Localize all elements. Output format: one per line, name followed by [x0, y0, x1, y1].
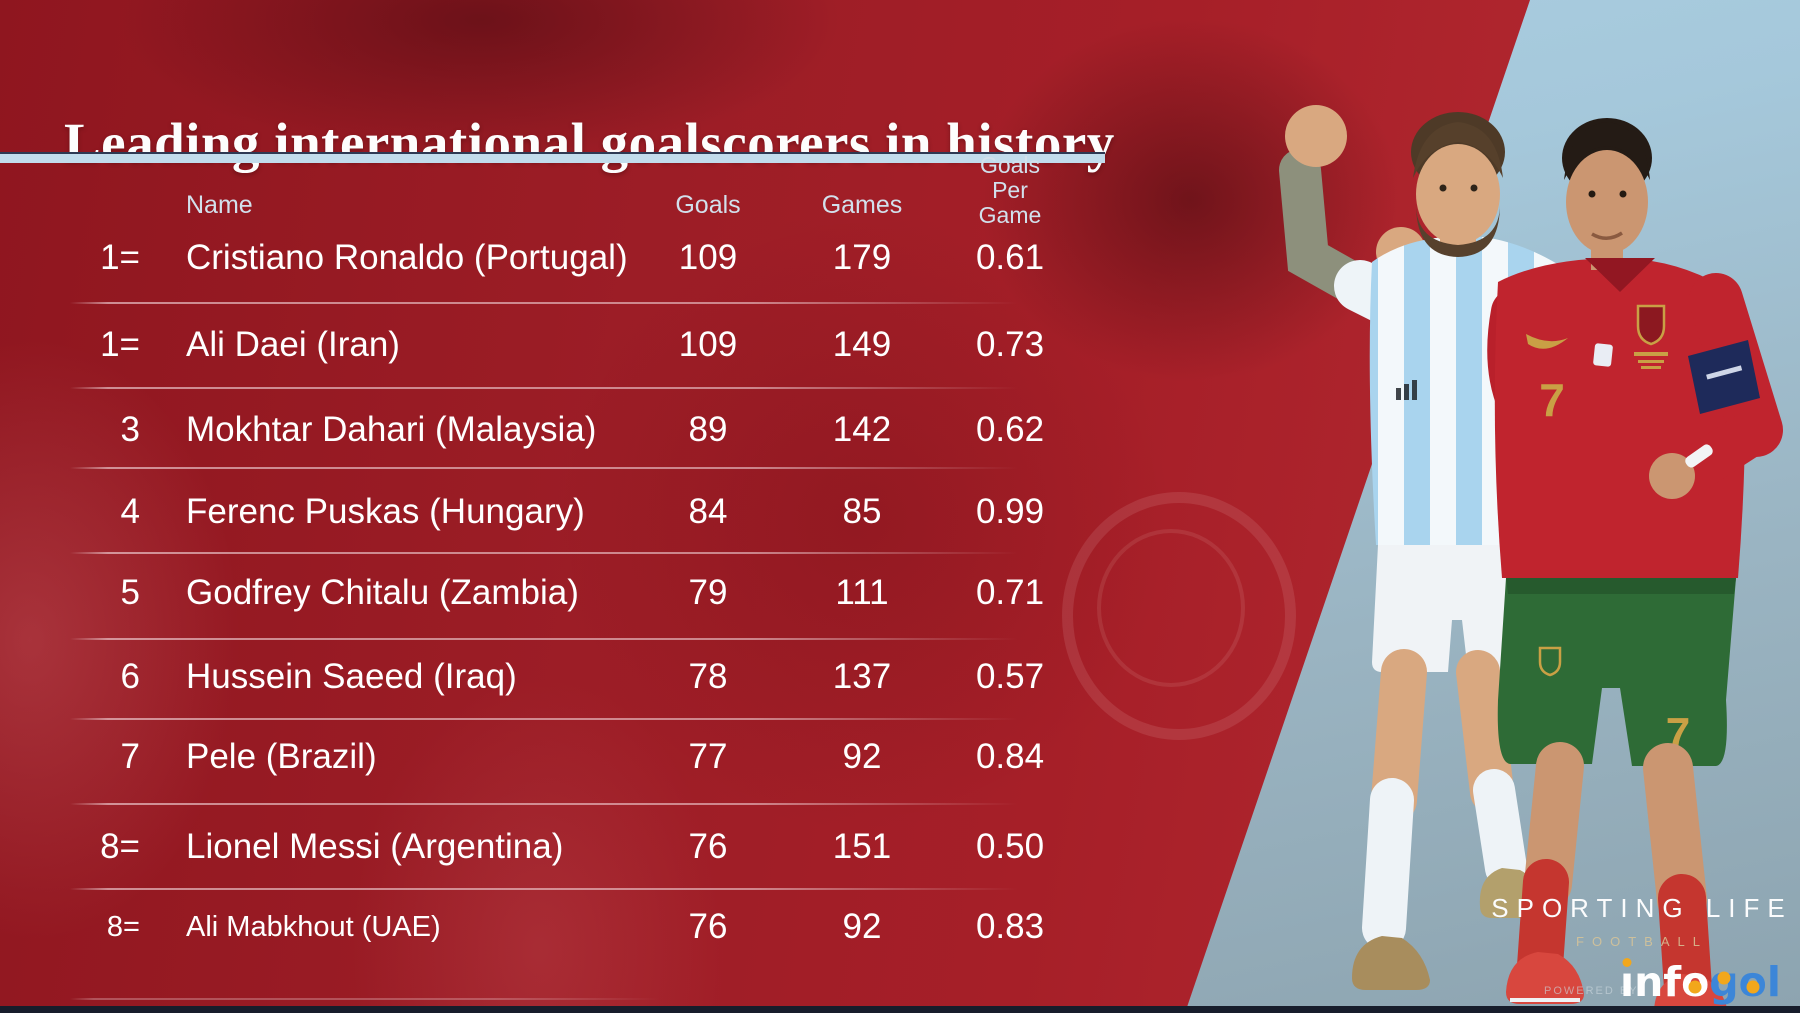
gpg-cell: 0.61 [975, 238, 1045, 277]
rank-cell: 7 [120, 737, 140, 776]
ronaldo-figure: 7 7 [1487, 118, 1783, 1013]
infogol-letter: g [1709, 960, 1738, 1004]
goals-cell: 109 [678, 325, 738, 364]
infogol-logo: ınfogol [1620, 958, 1781, 1006]
row-divider [70, 638, 1018, 640]
gpg-line-1: Goals [979, 152, 1041, 178]
infogol-ball-dot [1622, 958, 1632, 967]
name-cell: Cristiano Ronaldo (Portugal) [186, 238, 628, 277]
row-divider [70, 467, 1018, 469]
games-cell: 111 [835, 573, 889, 612]
name-cell: Godfrey Chitalu (Zambia) [186, 573, 579, 612]
title-underline [0, 152, 1105, 163]
background-emblem-inner-ring [1097, 529, 1245, 687]
infogol-ball-dot [1717, 971, 1731, 985]
rank-cell: 6 [120, 657, 140, 696]
column-header-goals-per-game: Goals Per Game [942, 153, 1078, 228]
rank-cell: 1= [100, 325, 140, 364]
table-row: 1= Ali Daei (Iran) 109 149 0.73 [0, 319, 1100, 371]
table-row: 1= Cristiano Ronaldo (Portugal) 109 179 0.61 [0, 232, 1100, 284]
infogol-letter: o [1739, 960, 1767, 1004]
row-divider [70, 302, 1018, 304]
infogol-ball-dot [1746, 980, 1760, 994]
gpg-cell: 0.57 [975, 657, 1045, 696]
name-cell: Ferenc Puskas (Hungary) [186, 492, 585, 531]
games-cell: 151 [832, 827, 892, 866]
table-row: 3 Mokhtar Dahari (Malaysia) 89 142 0.62 [0, 404, 1100, 456]
column-header-games: Games [821, 191, 903, 219]
rank-cell: 4 [120, 492, 140, 531]
powered-by-label: POWERED BY [1544, 985, 1639, 997]
row-divider [70, 387, 1018, 389]
rank-cell: 8= [106, 911, 140, 943]
infogol-letter: f [1663, 958, 1682, 1006]
games-cell: 179 [832, 238, 892, 277]
gpg-cell: 0.73 [975, 325, 1045, 364]
name-cell: Ali Mabkhout (UAE) [186, 911, 441, 943]
row-divider [70, 718, 1018, 720]
games-cell: 142 [832, 410, 892, 449]
infogol-letter: ı [1620, 958, 1635, 1006]
gpg-cell: 0.84 [975, 737, 1045, 776]
gpg-cell: 0.83 [975, 907, 1045, 946]
name-cell: Pele (Brazil) [186, 737, 377, 776]
table-row: 6 Hussein Saeed (Iraq) 78 137 0.57 [0, 651, 1100, 703]
infogol-letter: n [1634, 958, 1664, 1006]
gpg-cell: 0.62 [975, 410, 1045, 449]
column-header-goals: Goals [675, 191, 741, 219]
row-divider-partial [70, 998, 660, 1000]
goals-cell: 76 [688, 907, 728, 946]
games-cell: 92 [842, 907, 882, 946]
name-cell: Hussein Saeed (Iraq) [186, 657, 517, 696]
games-cell: 92 [842, 737, 882, 776]
sporting-life-logo: SPORTING LIFE [1491, 893, 1793, 923]
table-row: 4 Ferenc Puskas (Hungary) 84 85 0.99 [0, 486, 1100, 538]
infogol-letter: l [1766, 958, 1781, 1006]
name-cell: Lionel Messi (Argentina) [186, 827, 564, 866]
gpg-cell: 0.71 [975, 573, 1045, 612]
row-divider [70, 803, 1018, 805]
games-cell: 149 [832, 325, 892, 364]
goals-cell: 89 [688, 410, 728, 449]
table-row: 8= Ali Mabkhout (UAE) 76 92 0.83 [0, 901, 1100, 953]
gpg-cell: 0.99 [975, 492, 1045, 531]
row-divider [70, 552, 1018, 554]
rank-cell: 8= [100, 827, 140, 866]
goals-cell: 77 [688, 737, 728, 776]
rank-cell: 1= [100, 238, 140, 277]
row-divider [70, 888, 1018, 890]
infogol-letter: o [1681, 960, 1709, 1004]
rank-cell: 5 [120, 573, 140, 612]
name-cell: Mokhtar Dahari (Malaysia) [186, 410, 597, 449]
sporting-life-football-label: FOOTBALL [1576, 934, 1708, 949]
bottom-edge-bar [0, 1006, 1800, 1013]
gpg-line-2: Per [992, 177, 1028, 203]
table-row: 8= Lionel Messi (Argentina) 76 151 0.50 [0, 821, 1100, 873]
svg-text:7: 7 [1539, 374, 1565, 426]
table-row: 7 Pele (Brazil) 77 92 0.84 [0, 731, 1100, 783]
games-cell: 85 [842, 492, 882, 531]
background-emblem-watermark [1062, 492, 1296, 740]
name-cell: Ali Daei (Iran) [186, 325, 400, 364]
goals-cell: 79 [688, 573, 728, 612]
goals-cell: 76 [688, 827, 728, 866]
rank-cell: 3 [120, 410, 140, 449]
goals-cell: 84 [688, 492, 728, 531]
games-cell: 137 [832, 657, 892, 696]
gpg-cell: 0.50 [975, 827, 1045, 866]
goals-cell: 78 [688, 657, 728, 696]
goals-cell: 109 [678, 238, 738, 277]
column-header-name: Name [186, 191, 253, 219]
gpg-line-3: Game [978, 202, 1042, 228]
infogol-ball-dot [1688, 980, 1702, 994]
table-row: 5 Godfrey Chitalu (Zambia) 79 111 0.71 [0, 567, 1100, 619]
